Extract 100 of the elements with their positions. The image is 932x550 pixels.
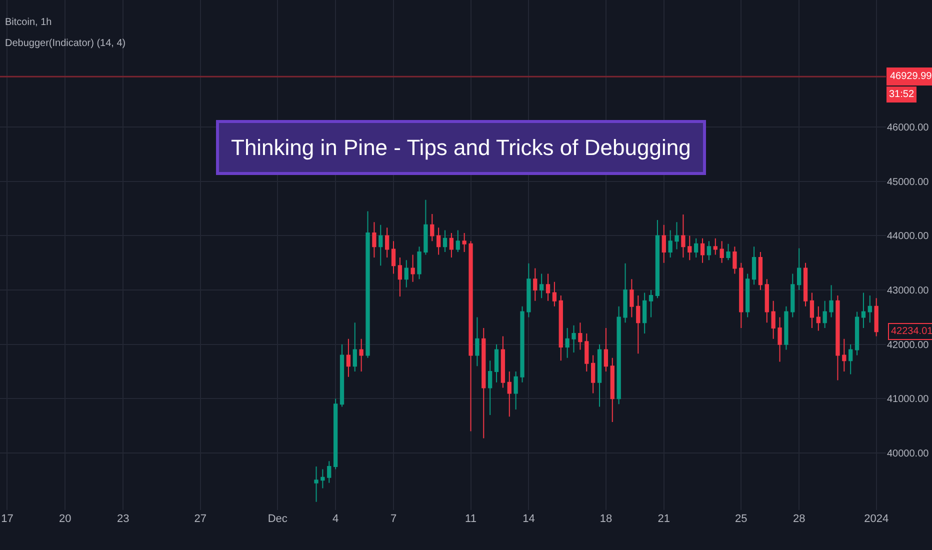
candlestick (726, 243, 730, 261)
x-tick-label: Dec (268, 513, 288, 525)
candlestick (668, 230, 672, 258)
candlestick (681, 214, 686, 258)
candlestick (739, 262, 744, 329)
candlestick (797, 248, 802, 291)
candlestick (436, 227, 441, 256)
candlestick (482, 328, 486, 439)
y-tick-label: 46000.00 (887, 122, 930, 134)
candlestick (604, 328, 608, 372)
candlestick (655, 219, 660, 299)
candlestick (314, 466, 318, 502)
y-tick-label: 42000.00 (887, 340, 930, 351)
candlestick (514, 371, 518, 410)
candlestick (836, 294, 840, 381)
candlestick (372, 222, 376, 258)
candlestick (706, 240, 712, 261)
y-tick-label: 45000.00 (887, 176, 930, 188)
candlestick (674, 222, 679, 250)
candlestick (854, 311, 860, 356)
candlestick (778, 316, 782, 362)
candlestick (636, 294, 640, 354)
candlestick (597, 344, 602, 408)
candlestick (572, 324, 576, 353)
candlestick (784, 306, 788, 350)
candlestick (424, 199, 428, 256)
y-tick-label: 43000.00 (887, 286, 930, 297)
candlestick (584, 332, 589, 372)
candlestick (352, 322, 357, 372)
x-tick-label: 2024 (864, 513, 889, 525)
candlestick (320, 468, 325, 489)
candlestick (462, 232, 466, 253)
candlestick (449, 232, 454, 258)
candlestick (816, 306, 820, 332)
candlestick (430, 213, 434, 242)
candlestick (810, 292, 814, 329)
x-tick-label: 18 (600, 513, 612, 525)
x-tick-label: 25 (735, 513, 748, 525)
candlestick (494, 344, 499, 383)
candlestick (616, 306, 621, 405)
candlestick (591, 354, 596, 394)
candlestick (488, 360, 492, 416)
x-tick-label: 11 (465, 513, 476, 525)
candlestick (829, 284, 834, 318)
candlestick (410, 254, 415, 282)
x-tick-label: 23 (116, 513, 130, 525)
x-tick-label: 7 (390, 513, 397, 525)
candlestick (803, 262, 808, 307)
candlestick (694, 238, 698, 258)
candlestick (520, 306, 524, 383)
candlestick (533, 268, 538, 302)
candlestick (327, 460, 332, 484)
candlestick (648, 290, 654, 318)
candlestick (610, 357, 614, 423)
candlestick (500, 336, 506, 388)
x-tick-label: 20 (59, 513, 72, 525)
candlestick (732, 246, 737, 274)
candlestick (507, 371, 512, 418)
candlestick (861, 292, 866, 329)
candlestick (642, 292, 647, 334)
candlestick (842, 338, 846, 372)
candlestick (764, 278, 769, 324)
candlestick (623, 262, 628, 324)
candlestick (359, 338, 364, 372)
candlestick (746, 273, 750, 318)
y-tick-label: 44000.00 (887, 231, 930, 242)
candlestick (790, 273, 795, 318)
candlestick (378, 224, 383, 266)
y-tick-label: 40000.00 (887, 448, 930, 460)
annotation: Debugger(Indicator) (14, 4) (5, 38, 126, 49)
candlestick (752, 246, 756, 286)
x-tick-label: 17 (1, 513, 14, 525)
x-tick-label: 21 (658, 513, 670, 525)
x-tick-label: 28 (792, 513, 806, 525)
candlestick (340, 344, 344, 408)
text: 31:52 (889, 89, 914, 100)
candlestick (720, 240, 724, 264)
candlestick (391, 240, 396, 274)
candlestick (526, 262, 531, 318)
candlestick (771, 300, 776, 340)
candlestick (662, 224, 666, 264)
y-tick-label: 41000.00 (887, 394, 930, 406)
candlestick (404, 260, 408, 288)
candlestick (874, 298, 878, 337)
candlestick (540, 273, 544, 299)
x-tick-label: 14 (522, 513, 535, 525)
candlestick (700, 238, 705, 264)
candlestick (630, 278, 634, 318)
candlestick (758, 252, 763, 291)
x-tick-label: 27 (194, 513, 207, 525)
candlestick (578, 322, 582, 350)
ref-line-label: 46929.99 (890, 71, 932, 82)
candlestick (868, 294, 872, 324)
candlestick (366, 210, 370, 358)
candlestick (558, 294, 563, 362)
candlestick (346, 338, 351, 378)
candlestick (333, 398, 338, 470)
candlestick (552, 281, 557, 307)
x-tick-label: 4 (332, 513, 339, 525)
candlestick (417, 246, 422, 280)
